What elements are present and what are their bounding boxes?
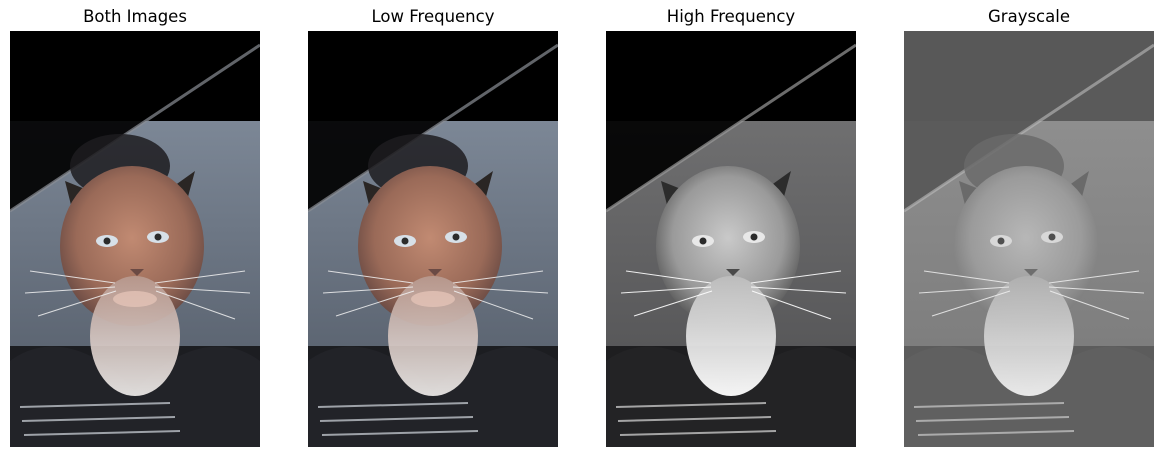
panel-title: Both Images	[83, 7, 187, 26]
panel-both-images: Both Images	[10, 0, 260, 450]
hybrid-image-color	[10, 31, 260, 447]
grayscale-image	[904, 31, 1154, 447]
panel-title: High Frequency	[666, 7, 796, 26]
low-frequency-image	[308, 31, 558, 447]
panel-grayscale: Grayscale	[904, 0, 1154, 450]
panel-title: Low Frequency	[371, 7, 495, 26]
panel-low-frequency: Low Frequency	[308, 0, 558, 450]
high-frequency-image	[606, 31, 856, 447]
panel-title: Grayscale	[988, 7, 1070, 26]
panel-high-frequency: High Frequency	[606, 0, 856, 450]
